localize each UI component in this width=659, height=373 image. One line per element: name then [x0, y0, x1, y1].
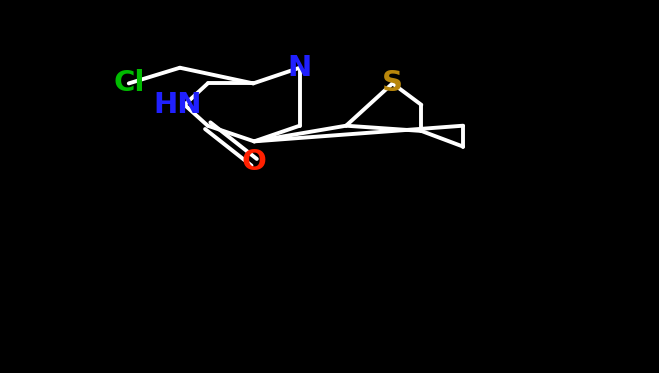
Text: HN: HN	[154, 91, 202, 119]
Text: Cl: Cl	[113, 69, 144, 97]
Text: N: N	[287, 54, 312, 82]
Text: S: S	[382, 69, 403, 97]
Text: O: O	[242, 148, 267, 176]
